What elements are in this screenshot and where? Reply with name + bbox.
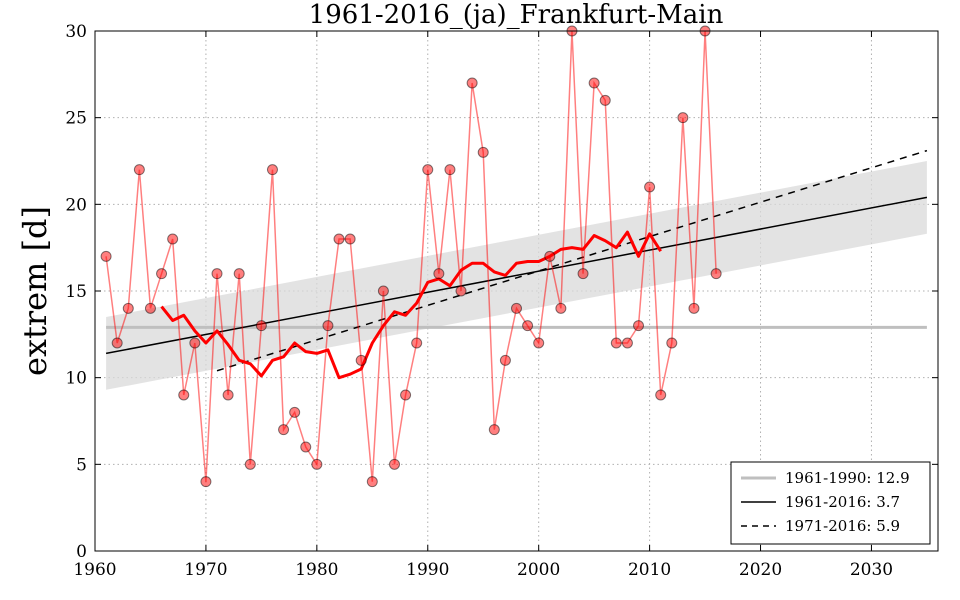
- data-point: [333, 233, 345, 245]
- data-point: [588, 77, 600, 89]
- x-tick-label: 2000: [517, 560, 560, 580]
- data-point: [533, 337, 545, 349]
- data-point: [311, 458, 323, 470]
- data-point: [344, 233, 356, 245]
- chart-title: 1961-2016_(ja)_Frankfurt-Main: [309, 0, 724, 30]
- data-point: [655, 389, 667, 401]
- trend-line-1971-2016: [216, 149, 928, 372]
- data-point: [666, 337, 678, 349]
- running-mean-line: [160, 230, 662, 380]
- data-point: [688, 302, 700, 314]
- data-point: [610, 337, 622, 349]
- data-point: [466, 77, 478, 89]
- data-point: [422, 164, 434, 176]
- data-point: [233, 268, 245, 280]
- x-tick-label: 1980: [295, 560, 338, 580]
- data-point: [633, 320, 645, 332]
- axis-ticks: 1960 1970 1980 1990 2000 2010 2020 203005101520…: [65, 22, 938, 580]
- data-point: [433, 268, 445, 280]
- data-point: [488, 424, 500, 436]
- data-point: [677, 112, 689, 124]
- y-axis-label: extrem [d]: [16, 206, 54, 376]
- data-point: [133, 164, 145, 176]
- y-tick-label: 15: [65, 282, 87, 302]
- data-points: [100, 25, 722, 488]
- data-point: [289, 406, 301, 418]
- x-tick-label: 2010: [628, 560, 671, 580]
- data-point: [366, 476, 378, 488]
- data-point: [211, 268, 223, 280]
- data-point: [710, 268, 722, 280]
- data-point: [411, 337, 423, 349]
- data-point: [144, 302, 156, 314]
- legend-label-solid-trend: 1961-2016: 3.7: [785, 493, 900, 511]
- legend-label-baseline: 1961-1990: 12.9: [785, 469, 910, 487]
- data-point: [122, 302, 134, 314]
- data-point: [444, 164, 456, 176]
- y-tick-label: 25: [65, 109, 87, 129]
- data-point: [555, 302, 567, 314]
- data-point: [156, 268, 168, 280]
- data-point: [388, 458, 400, 470]
- data-point: [499, 354, 511, 366]
- data-point: [644, 181, 656, 193]
- series-lines: [105, 30, 928, 482]
- x-tick-label: 2020: [739, 560, 782, 580]
- data-point: [599, 94, 611, 106]
- data-point: [377, 285, 389, 297]
- data-point: [111, 337, 123, 349]
- data-point: [278, 424, 290, 436]
- data-point: [511, 302, 522, 314]
- data-point: [544, 250, 556, 262]
- y-tick-label: 20: [65, 195, 87, 215]
- data-point: [100, 250, 112, 262]
- y-tick-label: 30: [65, 22, 87, 42]
- data-point: [477, 146, 489, 158]
- data-point: [189, 337, 201, 349]
- data-point: [244, 458, 256, 470]
- data-point: [178, 389, 190, 401]
- y-tick-label: 5: [76, 455, 87, 475]
- data-point: [255, 320, 267, 332]
- legend: 1961-1990: 12.9 1961-2016: 3.7 1971-2016…: [730, 461, 931, 545]
- data-point: [167, 233, 179, 245]
- data-point: [200, 476, 212, 488]
- data-point: [400, 389, 412, 401]
- x-tick-label: 1970: [184, 560, 227, 580]
- data-point: [455, 285, 467, 297]
- x-tick-label: 1960: [73, 560, 116, 580]
- x-tick-label: 1990: [406, 560, 449, 580]
- data-point: [222, 389, 234, 401]
- data-point: [621, 337, 633, 349]
- legend-box: [730, 461, 931, 545]
- data-point: [322, 320, 334, 332]
- x-tick-label: 2030: [850, 560, 893, 580]
- data-point: [577, 268, 589, 280]
- y-tick-label: 0: [76, 542, 87, 562]
- data-point: [300, 441, 312, 453]
- data-point: [355, 354, 367, 366]
- annual-series-line: [105, 30, 717, 482]
- legend-label-dashed-trend: 1971-2016: 5.9: [785, 517, 900, 535]
- data-point: [266, 164, 278, 176]
- data-point: [522, 320, 534, 332]
- y-tick-label: 10: [65, 369, 87, 389]
